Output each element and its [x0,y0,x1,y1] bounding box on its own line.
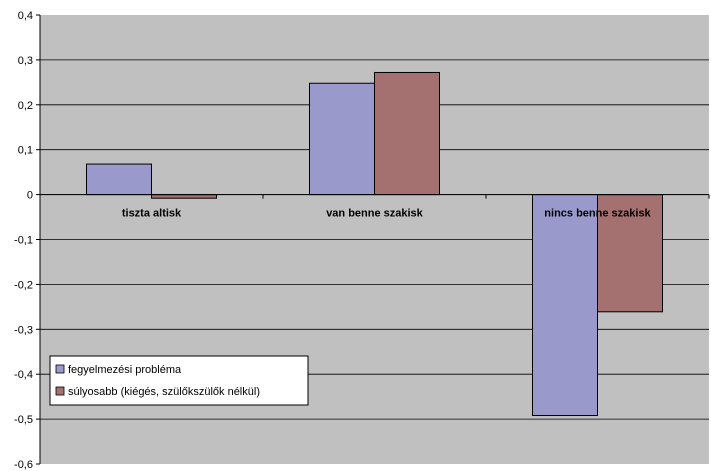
y-tick-label: -0,5 [14,414,33,426]
y-tick-label: 0,4 [18,10,33,22]
legend-box [49,355,309,406]
legend: fegyelmezési probléma súlyosabb (kiégés, … [49,355,309,406]
y-tick-label: 0,3 [18,55,33,67]
y-tick-label: 0,2 [18,100,33,112]
category-label: tiszta altisk [122,208,182,220]
legend-label: súlyosabb (kiégés, szülőkszülők nélkül) [68,386,260,398]
y-tick-label: 0 [27,190,33,202]
bar-2-2 [374,71,440,196]
bars [86,71,663,417]
legend-swatch [55,386,65,396]
legend-label: fegyelmezési probléma [68,364,182,376]
bar-1-3 [532,194,598,417]
bar-2-1 [151,194,217,199]
legend-swatch [55,364,65,374]
bar-1-1 [86,163,152,196]
y-tick-label: -0,4 [14,369,33,381]
y-tick-label: 0,1 [18,145,33,157]
y-tick-label: -0,1 [14,235,33,247]
y-tick-label: -0,6 [14,459,33,471]
y-axis: 0,4 0,3 0,2 0,1 0 -0,1 -0,2 -0,3 -0,4 -0,5 -0,6 [14,10,41,471]
y-tick-label: -0,2 [14,279,33,291]
bar-1-2 [309,82,375,196]
category-label: nincs benne szakisk [544,208,651,220]
y-tick-label: -0,3 [14,324,33,336]
x-axis: tiszta altisk van benne szakisk nincs benn… [39,194,710,220]
category-label: van benne szakisk [326,208,423,220]
